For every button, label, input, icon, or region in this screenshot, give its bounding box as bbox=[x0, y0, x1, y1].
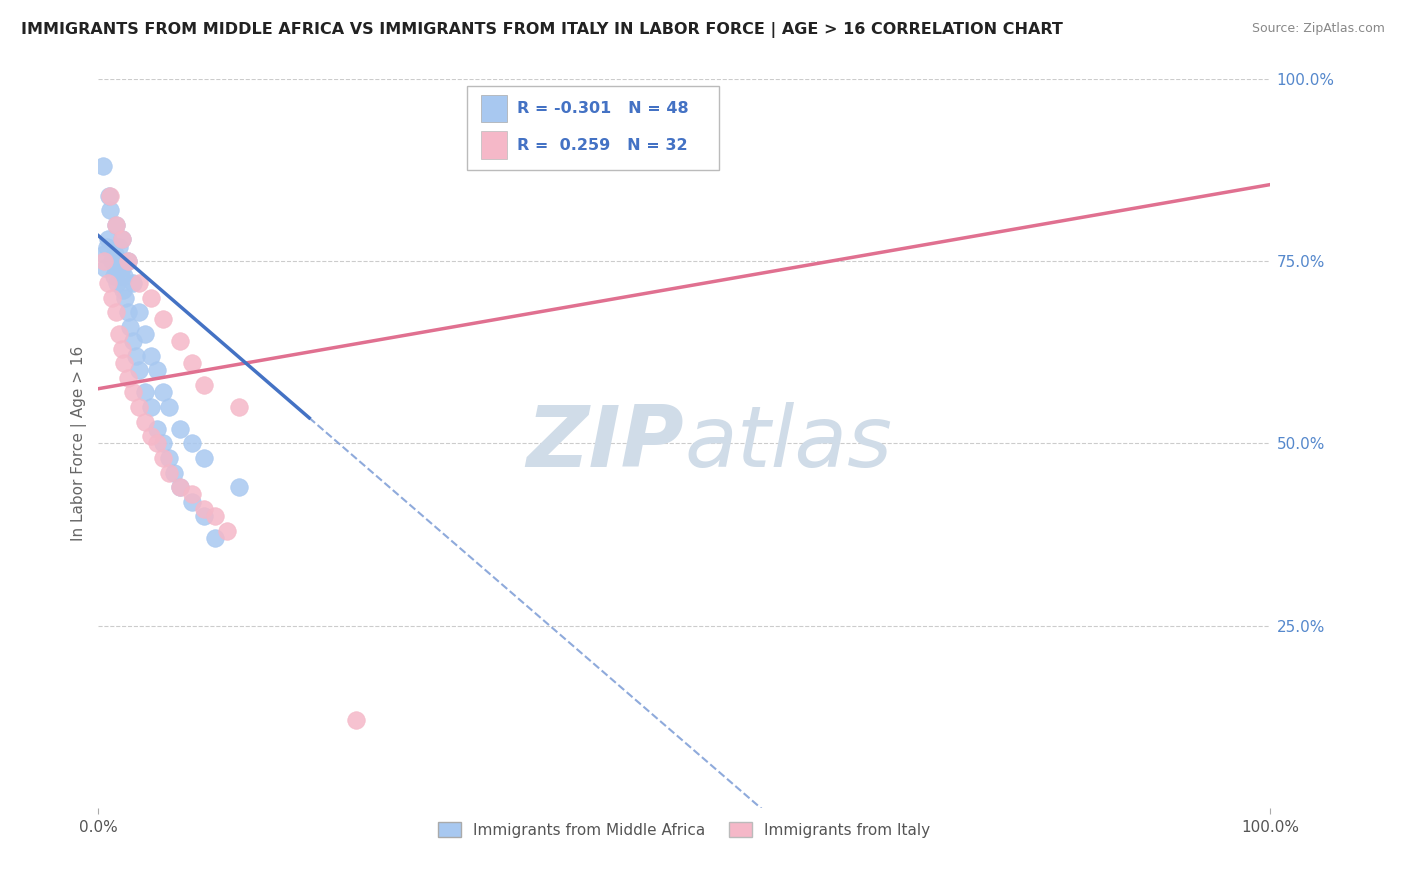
Point bbox=[157, 450, 180, 465]
Point bbox=[118, 319, 141, 334]
Point bbox=[94, 261, 117, 276]
Point bbox=[111, 232, 134, 246]
Legend: Immigrants from Middle Africa, Immigrants from Italy: Immigrants from Middle Africa, Immigrant… bbox=[432, 815, 936, 844]
Point bbox=[193, 502, 215, 516]
Point bbox=[157, 466, 180, 480]
Point bbox=[134, 415, 156, 429]
Point bbox=[146, 422, 169, 436]
Point bbox=[122, 385, 145, 400]
Point bbox=[93, 254, 115, 268]
Point bbox=[146, 436, 169, 450]
Point bbox=[107, 254, 129, 268]
Point bbox=[117, 254, 139, 268]
FancyBboxPatch shape bbox=[467, 87, 720, 170]
Point bbox=[112, 356, 135, 370]
Point bbox=[104, 305, 127, 319]
Point bbox=[134, 326, 156, 341]
Point bbox=[98, 188, 121, 202]
Text: ZIP: ZIP bbox=[526, 402, 685, 485]
Point bbox=[122, 334, 145, 349]
Point bbox=[139, 291, 162, 305]
Point bbox=[228, 480, 250, 494]
Point bbox=[169, 422, 191, 436]
Point bbox=[111, 283, 134, 297]
Point bbox=[181, 356, 204, 370]
Point bbox=[101, 254, 124, 268]
Point bbox=[111, 261, 134, 276]
Point bbox=[128, 276, 150, 290]
Point bbox=[204, 531, 226, 545]
Point bbox=[103, 268, 125, 283]
Point bbox=[114, 291, 136, 305]
Point bbox=[139, 400, 162, 414]
Point bbox=[111, 342, 134, 356]
Point bbox=[181, 487, 204, 501]
Point bbox=[125, 349, 148, 363]
Text: R = -0.301   N = 48: R = -0.301 N = 48 bbox=[516, 101, 688, 116]
Point bbox=[169, 334, 191, 349]
Point bbox=[128, 400, 150, 414]
FancyBboxPatch shape bbox=[481, 131, 508, 159]
Point bbox=[181, 436, 204, 450]
Point bbox=[98, 203, 121, 218]
Point bbox=[139, 349, 162, 363]
Point bbox=[344, 714, 367, 728]
Text: atlas: atlas bbox=[685, 402, 891, 485]
Point bbox=[193, 378, 215, 392]
Point bbox=[104, 218, 127, 232]
Point bbox=[128, 305, 150, 319]
Point bbox=[117, 254, 139, 268]
Point bbox=[152, 450, 174, 465]
Point bbox=[134, 385, 156, 400]
Y-axis label: In Labor Force | Age > 16: In Labor Force | Age > 16 bbox=[72, 346, 87, 541]
Point bbox=[217, 524, 239, 538]
Point bbox=[112, 268, 135, 283]
Point bbox=[96, 239, 118, 253]
Point bbox=[152, 312, 174, 326]
Point bbox=[97, 232, 120, 246]
Point bbox=[128, 363, 150, 377]
Point bbox=[110, 268, 132, 283]
Point bbox=[152, 436, 174, 450]
Point bbox=[91, 160, 114, 174]
Point bbox=[93, 247, 115, 261]
Point bbox=[228, 400, 250, 414]
Point bbox=[97, 276, 120, 290]
Point bbox=[139, 429, 162, 443]
Point bbox=[193, 509, 215, 524]
Point bbox=[204, 509, 226, 524]
Text: R =  0.259   N = 32: R = 0.259 N = 32 bbox=[516, 138, 688, 153]
Point bbox=[108, 239, 131, 253]
Point bbox=[122, 276, 145, 290]
Point bbox=[181, 494, 204, 508]
Text: IMMIGRANTS FROM MIDDLE AFRICA VS IMMIGRANTS FROM ITALY IN LABOR FORCE | AGE > 16: IMMIGRANTS FROM MIDDLE AFRICA VS IMMIGRA… bbox=[21, 22, 1063, 38]
Point bbox=[152, 385, 174, 400]
Point bbox=[163, 466, 186, 480]
Point bbox=[104, 218, 127, 232]
Point bbox=[111, 232, 134, 246]
Point bbox=[105, 276, 128, 290]
Point bbox=[104, 247, 127, 261]
Point bbox=[193, 450, 215, 465]
Point bbox=[104, 261, 127, 276]
FancyBboxPatch shape bbox=[481, 95, 508, 122]
Point bbox=[117, 371, 139, 385]
Point bbox=[169, 480, 191, 494]
Point bbox=[146, 363, 169, 377]
Point bbox=[117, 305, 139, 319]
Point bbox=[169, 480, 191, 494]
Point bbox=[97, 188, 120, 202]
Point bbox=[157, 400, 180, 414]
Text: Source: ZipAtlas.com: Source: ZipAtlas.com bbox=[1251, 22, 1385, 36]
Point bbox=[101, 291, 124, 305]
Point bbox=[108, 326, 131, 341]
